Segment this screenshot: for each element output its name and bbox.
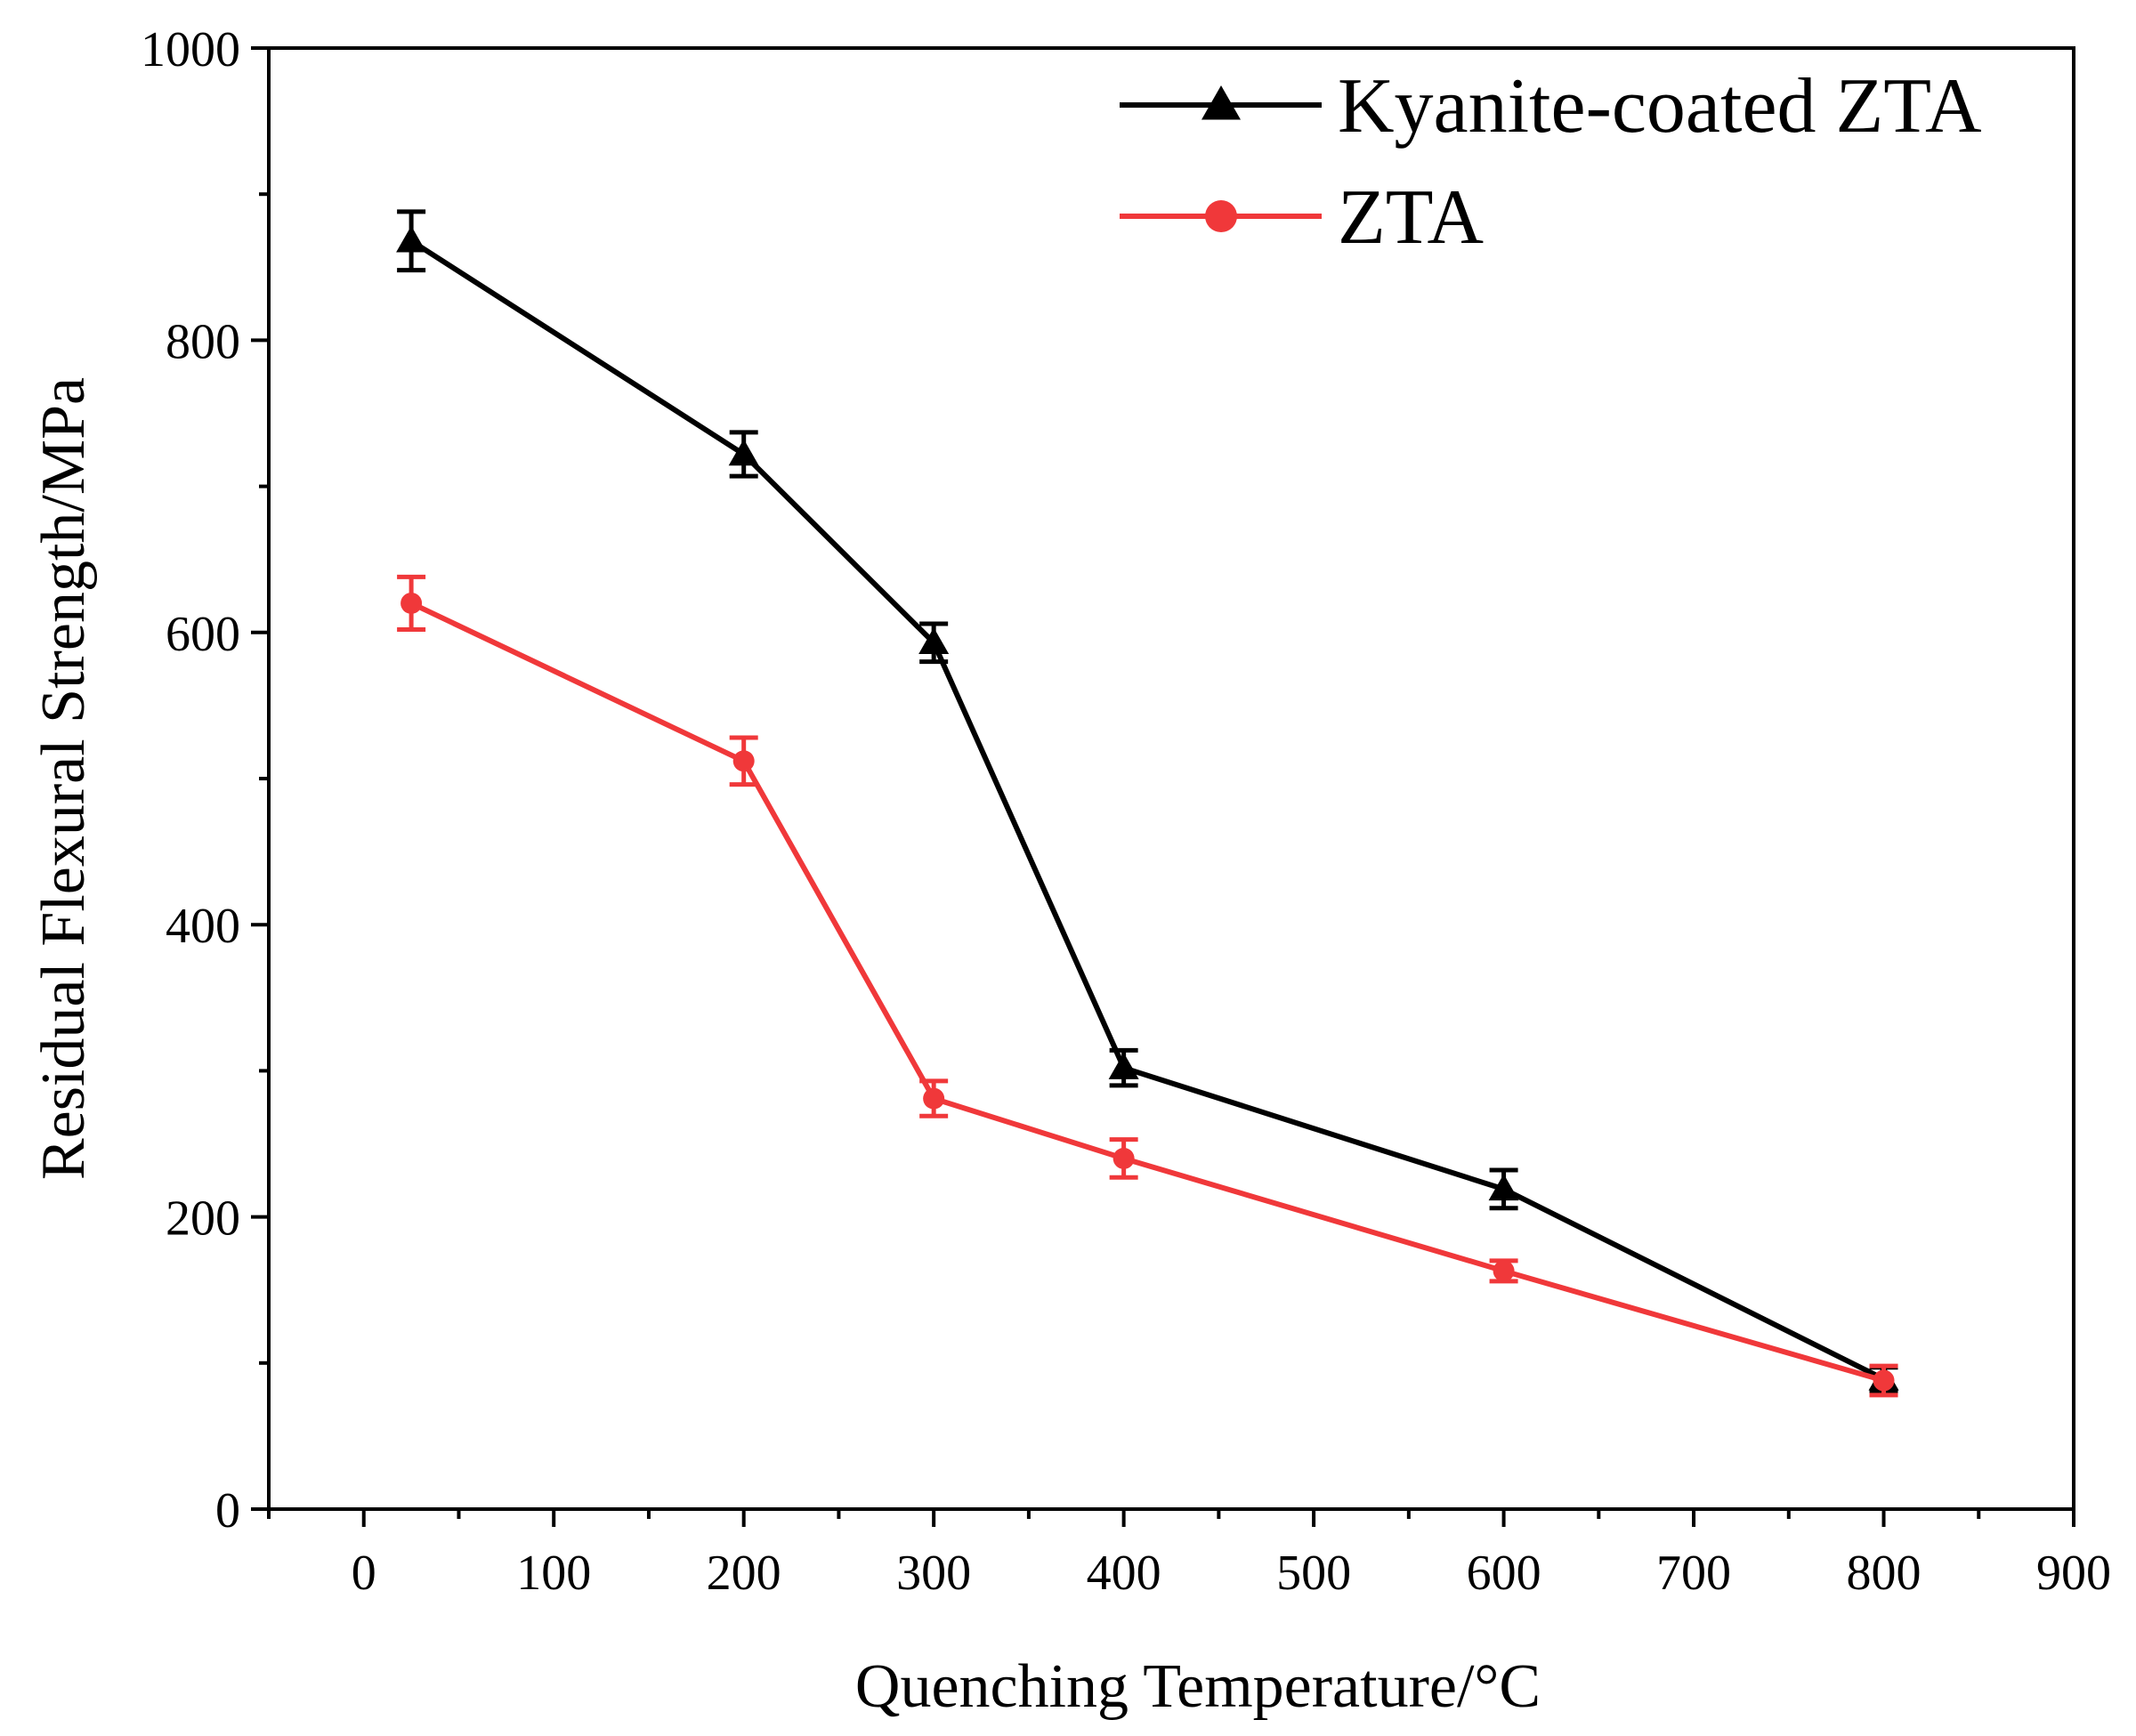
- data-point: [1873, 1369, 1895, 1392]
- data-point: [728, 439, 759, 466]
- legend: Kyanite-coated ZTA ZTA: [1120, 63, 1982, 261]
- y-tick-label: 1000: [141, 22, 240, 77]
- x-tick-label: 300: [896, 1546, 971, 1601]
- x-tick-label: 0: [352, 1546, 376, 1601]
- data-point: [1108, 1053, 1139, 1079]
- x-tick-label: 500: [1276, 1546, 1351, 1601]
- y-tick-label: 400: [166, 899, 240, 954]
- data-point: [396, 225, 427, 253]
- legend-label: Kyanite-coated ZTA: [1338, 63, 1982, 149]
- axis-ticks: 0 100 200 300 400 500 600 700 800 900 0 200 400 600 80…: [141, 22, 2111, 1601]
- x-tick-label: 200: [707, 1546, 781, 1601]
- legend-entry: ZTA: [1120, 174, 1484, 261]
- x-tick-label: 900: [2036, 1546, 2111, 1601]
- data-point: [1493, 1260, 1515, 1282]
- y-tick-label: 0: [215, 1483, 240, 1538]
- data-point: [400, 592, 423, 614]
- x-axis-title: Quenching Temperature/°C: [855, 1652, 1541, 1721]
- x-tick-label: 600: [1467, 1546, 1541, 1601]
- y-tick-label: 800: [166, 314, 240, 369]
- series-line: [409, 601, 1885, 1384]
- data-point: [1112, 1147, 1135, 1169]
- y-tick-label: 200: [166, 1191, 240, 1247]
- x-tick-label: 800: [1847, 1546, 1922, 1601]
- x-tick-label: 700: [1656, 1546, 1731, 1601]
- x-tick-label: 400: [1087, 1546, 1161, 1601]
- legend-marker: [1202, 85, 1241, 120]
- legend-label: ZTA: [1338, 174, 1484, 261]
- data-point: [923, 1087, 945, 1110]
- legend-marker: [1205, 200, 1237, 232]
- series-2: [397, 574, 1898, 1398]
- plot-layer: [396, 209, 1899, 1398]
- legend-entry: Kyanite-coated ZTA: [1120, 63, 1982, 149]
- x-tick-label: 100: [516, 1546, 591, 1601]
- data-point: [732, 750, 755, 772]
- data-point: [918, 627, 950, 655]
- y-tick-label: 600: [166, 607, 240, 662]
- data-point: [1488, 1174, 1519, 1201]
- y-axis-title: Residual Flexural Strength/MPa: [29, 377, 98, 1180]
- series-line: [409, 238, 1885, 1382]
